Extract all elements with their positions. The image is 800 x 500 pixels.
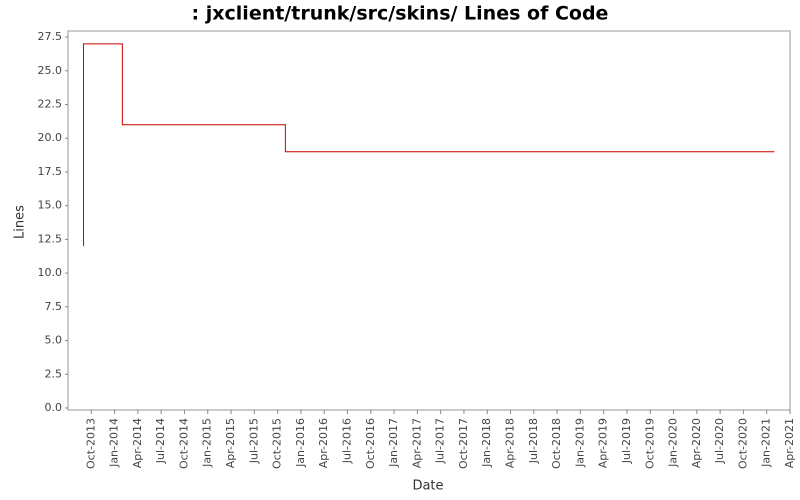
x-tick-label: Apr-2016: [317, 418, 330, 468]
x-tick-label: Apr-2018: [504, 418, 517, 468]
y-tick-label: 17.5: [38, 165, 63, 178]
y-tick-label: 25.0: [38, 64, 63, 77]
y-tick-label: 20.0: [38, 131, 63, 144]
x-tick-label: Jan-2018: [480, 418, 493, 468]
x-tick-label: Jul-2019: [620, 418, 633, 464]
x-tick-label: Apr-2014: [131, 418, 144, 468]
x-tick-label: Jan-2016: [294, 418, 307, 468]
y-axis-label: Lines: [13, 205, 28, 239]
y-tick-label: 15.0: [38, 199, 63, 212]
plot-area: [67, 30, 791, 411]
x-tick-label: Oct-2014: [177, 418, 190, 469]
y-tick-label: 27.5: [38, 30, 63, 43]
x-tick-label: Jan-2020: [667, 418, 680, 468]
y-tick-label: 0.0: [45, 401, 63, 414]
x-tick-label: Oct-2016: [364, 418, 377, 469]
y-tick-label: 12.5: [38, 232, 63, 245]
x-axis-label: Date: [412, 479, 443, 494]
x-tick-label: Jan-2015: [201, 418, 214, 468]
x-tick-label: Jul-2014: [154, 418, 167, 464]
x-tick-label: Apr-2019: [597, 418, 610, 468]
y-tick-label: 7.5: [45, 300, 63, 313]
x-tick-label: Apr-2017: [410, 418, 423, 468]
x-tick-label: Oct-2018: [550, 418, 563, 469]
y-tick-label: 5.0: [45, 334, 63, 347]
x-tick-label: Jan-2014: [108, 418, 121, 468]
x-tick-label: Jan-2017: [387, 418, 400, 468]
x-tick-label: Apr-2020: [690, 418, 703, 468]
x-tick-label: Jan-2019: [573, 418, 586, 468]
y-tick-label: 10.0: [38, 266, 63, 279]
y-tick-label: 2.5: [45, 367, 63, 380]
x-tick-label: Jan-2021: [760, 418, 773, 468]
x-tick-label: Oct-2017: [457, 418, 470, 469]
x-tick-label: Jul-2018: [527, 418, 540, 464]
y-tick-label: 22.5: [38, 98, 63, 111]
x-tick-label: Jul-2020: [713, 418, 726, 464]
line-series: [83, 43, 775, 247]
x-tick-label: Apr-2021: [783, 418, 796, 468]
x-tick-label: Oct-2013: [84, 418, 97, 469]
x-tick-label: Apr-2015: [224, 418, 237, 468]
x-tick-label: Oct-2020: [736, 418, 749, 469]
x-tick-label: Oct-2015: [271, 418, 284, 469]
x-tick-label: Jul-2016: [340, 418, 353, 464]
chart-title: : jxclient/trunk/src/skins/ Lines of Cod…: [192, 3, 609, 25]
x-tick-label: Jul-2015: [247, 418, 260, 464]
x-tick-label: Jul-2017: [434, 418, 447, 464]
x-tick-label: Oct-2019: [643, 418, 656, 469]
